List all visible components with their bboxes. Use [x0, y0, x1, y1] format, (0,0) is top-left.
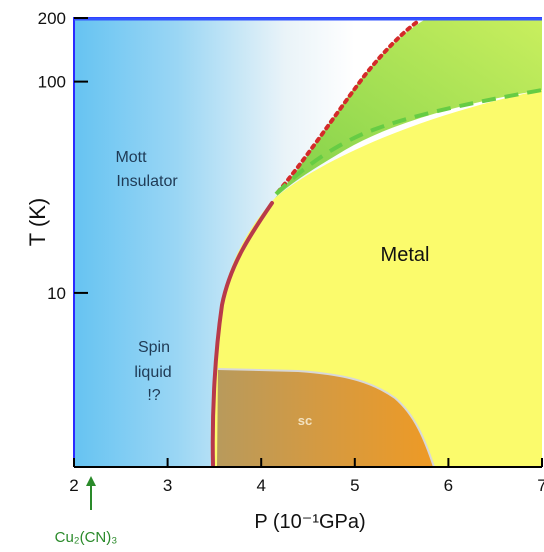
arrow-up-icon: [86, 476, 96, 486]
compound-label: Cu₂(CN)₃: [55, 529, 118, 546]
dashed-boundary-line: [274, 88, 542, 196]
y-tick-label: 10: [47, 284, 66, 303]
y-axis-ticks: 10 100 200: [38, 9, 88, 303]
x-tick-label: 6: [444, 476, 453, 495]
x-tick-label: 2: [69, 476, 78, 495]
compound-marker: Cu₂(CN)₃: [55, 476, 118, 546]
y-tick-label: 200: [38, 9, 66, 28]
metal-label: Metal: [381, 244, 430, 266]
mott-label-line1: Mott: [115, 149, 147, 166]
x-tick-label: 3: [163, 476, 172, 495]
sc-label: sc: [298, 413, 312, 428]
x-tick-label: 7: [537, 476, 544, 495]
mott-label-line2: Insulator: [116, 173, 178, 190]
y-axis-title: T (K): [25, 198, 50, 246]
sc-boundary-line: [217, 368, 435, 467]
mott-boundary-line: [210, 201, 274, 467]
crossover-region: [275, 18, 542, 198]
sc-region: [217, 369, 434, 467]
x-tick-label: 5: [350, 476, 359, 495]
y-tick-label: 100: [38, 73, 66, 92]
x-axis-title: P (10⁻¹GPa): [254, 511, 365, 533]
spin-liquid-label-line1: Spin: [138, 339, 170, 356]
spin-liquid-label-line2: liquid: [134, 364, 171, 381]
dotted-boundary-line: [276, 18, 422, 194]
spin-liquid-label-line3: !?: [147, 387, 160, 404]
x-axis-ticks: 2 3 4 5 6 7: [69, 458, 544, 495]
x-tick-label: 4: [256, 476, 265, 495]
